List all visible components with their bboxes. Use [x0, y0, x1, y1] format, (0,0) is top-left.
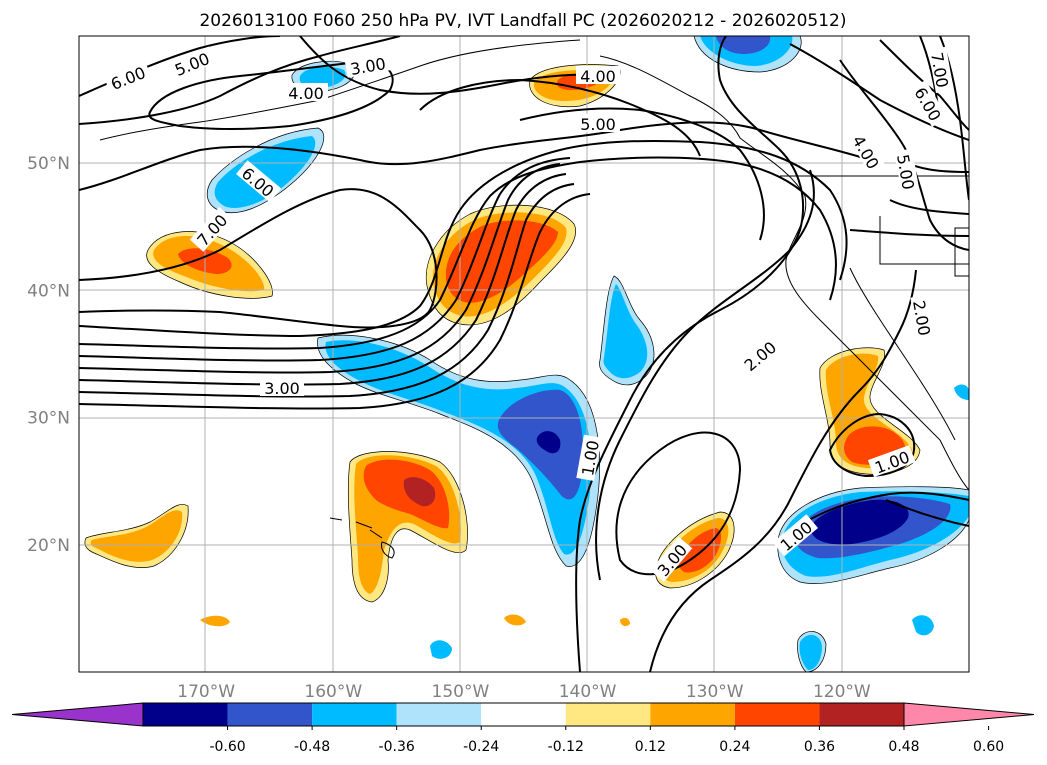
- fill-neg-region: [214, 136, 316, 208]
- fill-pos-region: [620, 617, 630, 627]
- colorbar-tick-label: 0.24: [719, 739, 750, 755]
- fill-neg-region: [536, 431, 561, 454]
- colorbar-tick-label: 0.60: [973, 739, 1004, 755]
- colorbar-extend-max: [903, 702, 1035, 727]
- x-tick-label: 120°W: [813, 682, 871, 702]
- colorbar-segment: [819, 703, 904, 726]
- gridlines: [79, 36, 969, 672]
- contour-label-bg: [260, 378, 304, 396]
- colorbar-tick-label: 0.36: [804, 739, 835, 755]
- colorbar-frame: [142, 702, 905, 727]
- contour-label-bg: [867, 445, 916, 478]
- fill-neg-region: [325, 340, 592, 555]
- contour-label-bg: [576, 114, 620, 132]
- contour-label-bg: [848, 127, 886, 176]
- y-tick-label: 40°N: [27, 281, 70, 301]
- x-tick-label: 140°W: [559, 682, 617, 702]
- fill-pos-region: [200, 615, 230, 627]
- fill-neg-region: [430, 640, 452, 659]
- contour-label-bg: [910, 79, 948, 128]
- y-tick-label: 50°N: [27, 154, 70, 174]
- colorbar-segment: [481, 703, 566, 726]
- contour-label: 5.00: [580, 115, 616, 134]
- contour-label-bg: [928, 46, 954, 94]
- fill-pos-region: [445, 220, 558, 303]
- contour-label: 4.00: [580, 67, 616, 86]
- colorbar-tick-label: -0.48: [294, 739, 330, 755]
- colorbar-tick-label: -0.60: [209, 739, 245, 755]
- colorbar-tick-label: 0.12: [635, 739, 666, 755]
- chart-title: 2026013100 F060 250 hPa PV, IVT Landfall…: [199, 11, 846, 31]
- colorbar-segment: [143, 703, 228, 726]
- colorbar-segment: [650, 703, 735, 726]
- contour-label-bg: [344, 52, 392, 78]
- x-tick-label: 150°W: [432, 682, 490, 702]
- colorbar-segment: [565, 703, 651, 726]
- contour-label-bg: [650, 536, 693, 582]
- map-frame: [78, 35, 970, 673]
- colorbar-segment: [312, 703, 397, 726]
- contour-label: 4.00: [288, 84, 324, 103]
- colorbar-segment: [396, 703, 482, 726]
- colorbar-tick-label: -0.24: [463, 739, 499, 755]
- y-tick-label: 30°N: [27, 409, 70, 429]
- fill-neg-region: [799, 634, 822, 670]
- fill-neg-region: [603, 284, 648, 379]
- pv-contours: [79, 36, 969, 672]
- contour-labels: 6.00 5.004.003.007.006.005.004.004.00 5.00…: [103, 46, 954, 582]
- contour-label-bg: [894, 148, 920, 196]
- x-tick-label: 130°W: [686, 682, 744, 702]
- contour-label-bg: [189, 206, 233, 252]
- contour-label-bg: [236, 160, 282, 203]
- colorbar: -0.60 -0.48 -0.36 -0.24 -0.12 0.12 0.24 0.36 0.4…: [11, 702, 1035, 755]
- fill-neg-region: [954, 384, 969, 400]
- fill-pos-region: [363, 459, 450, 529]
- contour-label: 3.00: [264, 379, 300, 398]
- fill-neg-region: [912, 615, 934, 636]
- x-tick-label: 160°W: [304, 682, 362, 702]
- colorbar-segment: [227, 703, 313, 726]
- contour-label-bg: [167, 46, 216, 80]
- fill-neg-region: [716, 36, 771, 54]
- contour-label-bg: [576, 434, 602, 482]
- contour-label-bg: [736, 334, 782, 377]
- colorbar-tick-label: -0.12: [548, 739, 584, 755]
- colorbar-tick-label: -0.36: [379, 739, 415, 755]
- fill-neg-region: [299, 66, 346, 89]
- y-axis-ticks: 50°N 40°N 30°N 20°N: [27, 154, 70, 556]
- fill-pos-region: [90, 510, 183, 562]
- contour-label-bg: [910, 294, 936, 342]
- contour-label-bg: [103, 60, 152, 94]
- x-axis-ticks: 170°W 160°W 150°W 140°W 130°W 120°W: [177, 682, 871, 702]
- colorbar-extend-min: [11, 702, 144, 727]
- contour-label-bg: [284, 83, 328, 101]
- map-area: 6.00 5.004.003.007.006.005.004.004.00 5.00…: [79, 36, 969, 672]
- contour-label-bg: [576, 66, 620, 84]
- x-tick-label: 170°W: [177, 682, 235, 702]
- colorbar-tick-label: 0.48: [888, 739, 919, 755]
- y-tick-label: 20°N: [27, 536, 70, 556]
- fill-pos-region: [504, 614, 526, 626]
- fill-pos-region: [403, 477, 436, 507]
- fill-neg-region: [810, 499, 909, 545]
- contour-label-bg: [772, 514, 818, 557]
- colorbar-segment: [734, 703, 820, 726]
